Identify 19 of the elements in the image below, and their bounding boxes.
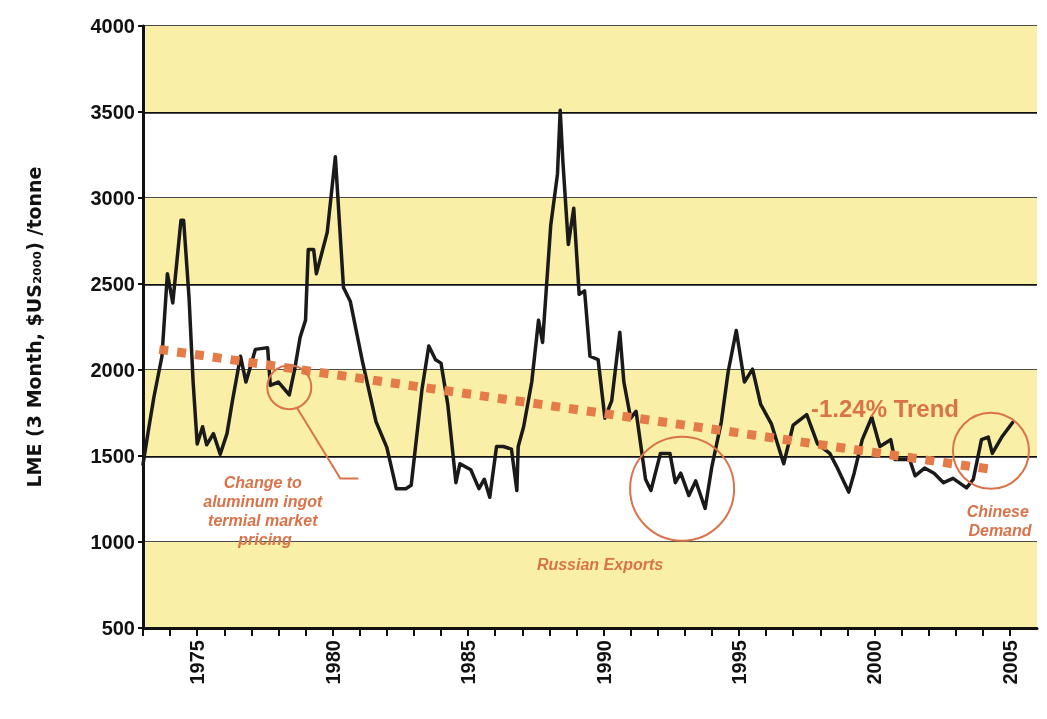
x-tick-label: 2005 (998, 640, 1021, 685)
x-tick-label: 1975 (186, 640, 209, 685)
y-axis-title: LME (3 Month, $US₂₀₀₀) /tonne (22, 166, 45, 488)
annotation: Chinese Demand (966, 503, 1034, 539)
x-tick-label: 1985 (457, 640, 480, 685)
x-tick-label: 1980 (321, 640, 344, 685)
y-tick-label: 500 (101, 617, 135, 639)
y-tick-label: 1000 (90, 531, 135, 553)
x-tick-label: 2000 (863, 640, 886, 685)
y-tick-label: 3000 (90, 187, 135, 209)
annotation: -1.24% Trend (810, 394, 960, 422)
y-tick-label: 2000 (90, 359, 135, 381)
y-tick-label: 2500 (90, 273, 135, 295)
y-tick-label: 4000 (90, 15, 135, 37)
y-tick-label: 1500 (90, 445, 135, 467)
x-tick-label: 1990 (592, 640, 615, 685)
annotation: Russian Exports (536, 555, 664, 573)
y-tick-label: 3500 (90, 101, 135, 123)
x-tick-label: 1995 (728, 640, 750, 685)
